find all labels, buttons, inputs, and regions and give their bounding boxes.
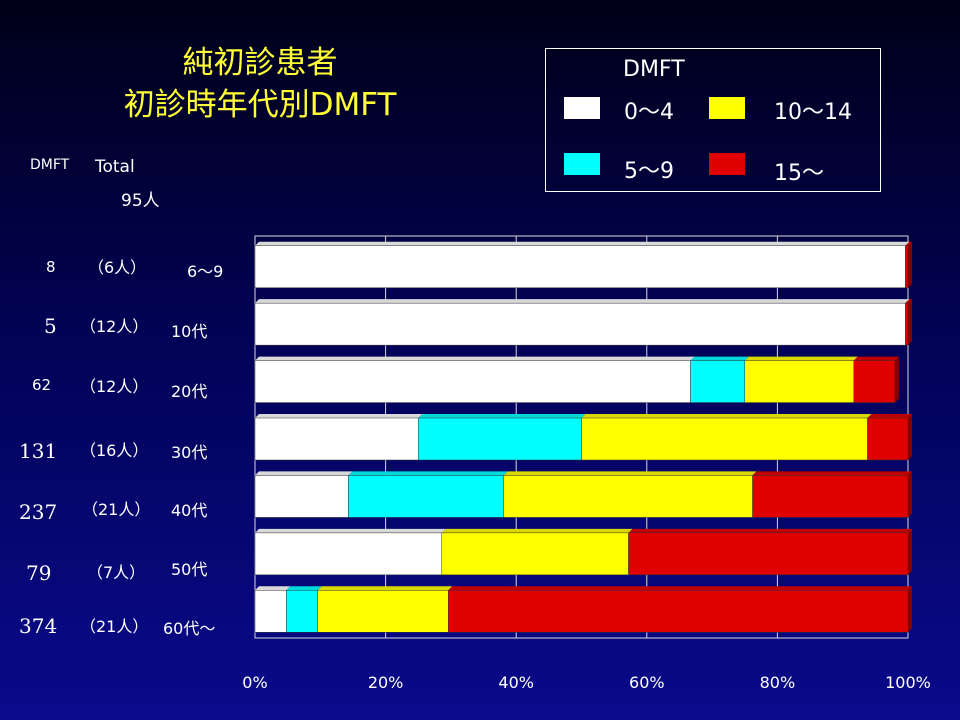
bar-side-20代 [894,356,899,403]
bar-segment-60代～-0～4 [254,590,287,633]
bar-top-6～9-15～ [905,241,912,246]
bar-segment-30代-10～14 [581,417,868,461]
row-dmft-6-9: 8 [46,258,56,276]
legend-swatch-5-9 [564,153,600,175]
bar-top-50代-10～14 [441,528,633,533]
row-count-50s: （7人） [87,563,146,582]
bar-top-50代-0～4 [255,528,446,533]
dmft-column-header: DMFT [30,157,70,173]
row-count-30s: （16人） [80,441,149,460]
row-dmft-30s: 131 [19,439,58,463]
bar-top-10代-0～4 [255,299,910,304]
row-age-10s: 10代 [171,322,208,341]
x-tick-label-60%: 60% [629,673,665,692]
legend-label-10-14: 10～14 [774,100,852,125]
row-age-6-9: 6～9 [187,262,224,281]
bar-segment-50代-15～ [628,532,909,576]
total-patient-count: 95人 [121,191,160,211]
bar-segment-20代-5～9 [690,360,746,403]
bar-top-40代-0～4 [255,471,353,476]
row-age-60s-plus: 60代～ [163,619,216,638]
bar-segment-40代-10～14 [503,475,753,518]
legend-label-5-9: 5～9 [624,159,674,184]
bar-segment-10代-0～4 [254,302,906,346]
bar-top-10代-15～ [905,299,912,304]
row-count-20s: （12人） [80,377,149,396]
bar-top-20代-10～14 [744,356,858,361]
bar-segment-10代-15～ [905,302,909,346]
legend-title: DMFT [623,57,685,82]
bar-side-50代 [908,528,912,575]
bar-top-6～9-0～4 [255,241,910,246]
bar-top-50代-15～ [628,528,912,533]
bar-top-60代～-5～9 [286,586,322,591]
bar-top-20代-5～9 [690,356,749,361]
bar-segment-40代-5～9 [348,475,505,518]
bar-segment-6～9-15～ [905,245,909,288]
row-dmft-60s-plus: 374 [19,614,58,638]
x-tick-label-40%: 40% [498,673,534,692]
bar-side-6～9 [908,241,912,288]
bar-side-10代 [908,299,912,346]
bar-segment-20代-15～ [853,360,896,403]
bar-segment-30代-5～9 [418,417,582,461]
x-tick-label-20%: 20% [368,673,404,692]
legend-swatch-15-plus [709,153,745,175]
row-count-10s: （12人） [80,317,149,336]
bar-top-20代-15～ [853,356,899,361]
total-column-header: Total [95,157,135,177]
row-dmft-50s: 79 [26,561,52,585]
row-dmft-40s: 237 [19,500,58,524]
bar-top-30代-5～9 [418,414,586,418]
chart-title-line1: 純初診患者 [182,45,338,81]
bar-top-20代-0～4 [255,356,695,361]
row-count-6-9: （6人） [88,258,147,277]
legend-swatch-10-14 [709,97,745,119]
bar-top-40代-10～14 [503,471,757,476]
legend-label-15-plus: 15～ [774,161,824,186]
bar-segment-20代-10～14 [744,360,855,403]
row-age-30s: 30代 [171,443,208,462]
bar-segment-60代～-15～ [448,590,909,633]
legend-swatch-0-4 [564,97,600,119]
bar-side-30代 [908,414,912,460]
bar-side-60代～ [908,586,912,633]
bar-segment-60代～-10～14 [317,590,449,633]
bar-top-30代-0～4 [255,414,423,418]
bar-top-60代～-10～14 [317,586,453,591]
row-age-40s: 40代 [171,501,208,520]
bar-segment-20代-0～4 [254,360,691,403]
bar-segment-30代-0～4 [254,417,419,461]
bar-side-40代 [908,471,912,518]
chart-title-line2: 初診時年代別DMFT [123,87,397,123]
bar-segment-50代-0～4 [254,532,443,576]
bar-segment-40代-0～4 [254,475,349,518]
x-tick-label-0%: 0% [242,673,267,692]
row-dmft-10s: 5 [44,314,57,338]
bar-top-30代-10～14 [581,414,872,418]
bar-top-40代-5～9 [348,471,508,476]
bar-segment-50代-10～14 [441,532,629,576]
bar-segment-60代～-5～9 [286,590,318,633]
bar-top-40代-15～ [752,471,912,476]
bar-segment-40代-15～ [752,475,909,518]
row-dmft-20s: 62 [32,376,52,394]
legend-label-0-4: 0～4 [624,100,674,125]
row-age-50s: 50代 [171,560,208,579]
bar-top-60代～-0～4 [255,586,291,591]
bar-top-30代-15～ [867,414,912,418]
bar-segment-30代-15～ [867,417,909,461]
legend: DMFT 0～4 10～14 5～9 15～ [545,48,881,192]
x-tick-label-80%: 80% [760,673,796,692]
bar-top-60代～-15～ [448,586,912,591]
x-tick-label-100%: 100% [885,673,931,692]
row-count-40s: （21人） [82,500,151,519]
row-age-20s: 20代 [171,382,208,401]
row-count-60s-plus: （21人） [80,617,149,636]
bar-segment-6～9-0～4 [254,245,906,288]
